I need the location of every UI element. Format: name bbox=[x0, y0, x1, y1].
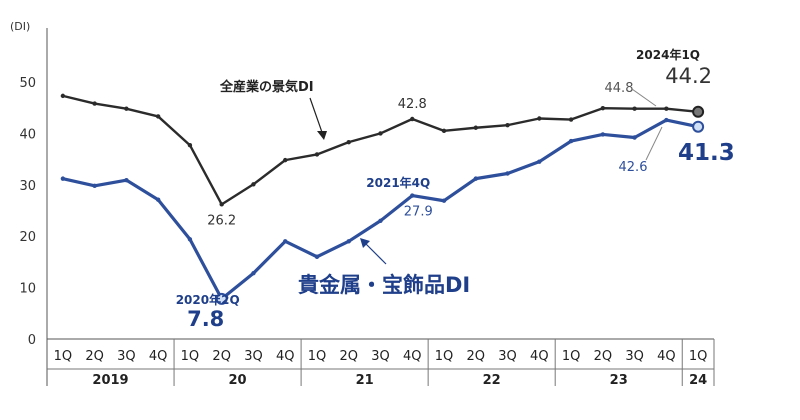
data-point bbox=[60, 176, 66, 181]
data-point bbox=[632, 135, 637, 140]
data-point bbox=[92, 101, 97, 106]
year-label: 22 bbox=[483, 373, 501, 388]
data-point bbox=[346, 239, 351, 244]
data-point bbox=[473, 176, 478, 181]
leader-jewelry-2023q4 bbox=[645, 126, 663, 161]
year-label: 2019 bbox=[92, 373, 128, 388]
y-axis-label: (DI) bbox=[10, 20, 30, 33]
y-tick-label: 20 bbox=[19, 230, 36, 245]
arrowhead-all-industries bbox=[317, 131, 327, 140]
period-label-jewelry-2021q4: 2021年4Q bbox=[366, 175, 430, 190]
data-point bbox=[219, 202, 224, 207]
highlight-point-jewelry-low bbox=[215, 292, 228, 305]
year-label: 20 bbox=[229, 373, 247, 388]
quarter-label: 3Q bbox=[117, 349, 136, 364]
data-point bbox=[664, 106, 669, 111]
quarter-label: 4Q bbox=[530, 349, 549, 364]
data-point bbox=[314, 254, 320, 259]
year-label: 23 bbox=[610, 373, 628, 388]
quarter-label: 4Q bbox=[149, 349, 168, 364]
data-point bbox=[410, 116, 415, 122]
highlight-point-all-latest bbox=[692, 105, 705, 118]
quarter-label: 4Q bbox=[403, 349, 422, 364]
data-label-all-low: 26.2 bbox=[207, 213, 236, 228]
quarter-label: 2Q bbox=[85, 349, 104, 364]
y-tick-label: 0 bbox=[28, 333, 36, 348]
quarter-label: 2Q bbox=[594, 349, 613, 364]
data-point bbox=[664, 117, 669, 123]
data-label-all-latest: 44.2 bbox=[665, 64, 712, 88]
data-point bbox=[600, 132, 606, 137]
data-point bbox=[60, 93, 66, 99]
quarter-label: 4Q bbox=[657, 349, 676, 364]
data-point bbox=[537, 159, 542, 164]
data-point bbox=[568, 138, 574, 144]
data-point bbox=[187, 143, 193, 148]
year-label: 21 bbox=[356, 373, 374, 388]
data-point bbox=[441, 128, 447, 134]
data-point bbox=[473, 125, 478, 130]
quarter-label: 1Q bbox=[562, 349, 581, 364]
data-point bbox=[441, 198, 447, 203]
data-point bbox=[378, 131, 383, 136]
data-point bbox=[124, 106, 129, 111]
quarter-label: 1Q bbox=[435, 349, 454, 364]
year-label: 24 bbox=[689, 373, 707, 388]
data-point bbox=[283, 157, 288, 163]
data-label-jewelry-2023q4: 42.6 bbox=[619, 160, 648, 175]
data-point bbox=[537, 116, 542, 121]
data-point bbox=[346, 139, 351, 145]
series-label-jewelry: 貴金属・宝飾品DI bbox=[298, 273, 470, 297]
data-point bbox=[600, 106, 606, 111]
data-label-jewelry-2021q4: 27.9 bbox=[404, 205, 433, 220]
data-point bbox=[568, 117, 574, 122]
data-point bbox=[632, 106, 637, 111]
quarter-label: 4Q bbox=[276, 349, 295, 364]
quarter-label: 3Q bbox=[498, 349, 517, 364]
data-label-jewelry-latest: 41.3 bbox=[678, 140, 735, 166]
data-point bbox=[378, 218, 383, 223]
data-label-jewelry-low: 7.8 bbox=[187, 307, 224, 331]
quarter-label: 3Q bbox=[625, 349, 644, 364]
series-label-all-industries: 全産業の景気DI bbox=[219, 79, 314, 95]
data-point bbox=[251, 182, 256, 187]
quarter-label: 1Q bbox=[308, 349, 327, 364]
data-point bbox=[283, 239, 288, 244]
data-point bbox=[410, 193, 415, 198]
leader-all-2023q4 bbox=[631, 88, 657, 107]
data-point bbox=[155, 197, 161, 202]
data-label-all-2021q4: 42.8 bbox=[398, 97, 427, 112]
data-point bbox=[155, 114, 161, 119]
period-label-latest: 2024年1Q bbox=[636, 47, 700, 62]
quarter-label: 1Q bbox=[54, 349, 73, 364]
highlight-point-jewelry-latest bbox=[692, 120, 705, 133]
quarter-label: 1Q bbox=[181, 349, 200, 364]
data-point bbox=[505, 171, 510, 176]
data-label-all-2023q4: 44.8 bbox=[605, 81, 634, 96]
y-tick-label: 50 bbox=[19, 76, 36, 91]
y-tick-label: 10 bbox=[19, 282, 36, 297]
data-point bbox=[505, 122, 510, 128]
data-point bbox=[92, 183, 97, 189]
quarter-label: 1Q bbox=[689, 349, 708, 364]
data-point bbox=[124, 177, 129, 183]
quarter-label: 2Q bbox=[467, 349, 486, 364]
arrowhead-jewelry bbox=[360, 238, 370, 248]
data-point bbox=[251, 271, 256, 276]
quarter-label: 2Q bbox=[212, 349, 231, 364]
data-point bbox=[314, 152, 320, 157]
quarter-label: 3Q bbox=[244, 349, 263, 364]
quarter-label: 2Q bbox=[339, 349, 358, 364]
y-tick-label: 30 bbox=[19, 179, 36, 194]
period-label-jewelry-low: 2020年2Q bbox=[176, 292, 240, 307]
quarter-label: 3Q bbox=[371, 349, 390, 364]
data-point bbox=[187, 237, 193, 242]
y-tick-label: 40 bbox=[19, 127, 36, 142]
